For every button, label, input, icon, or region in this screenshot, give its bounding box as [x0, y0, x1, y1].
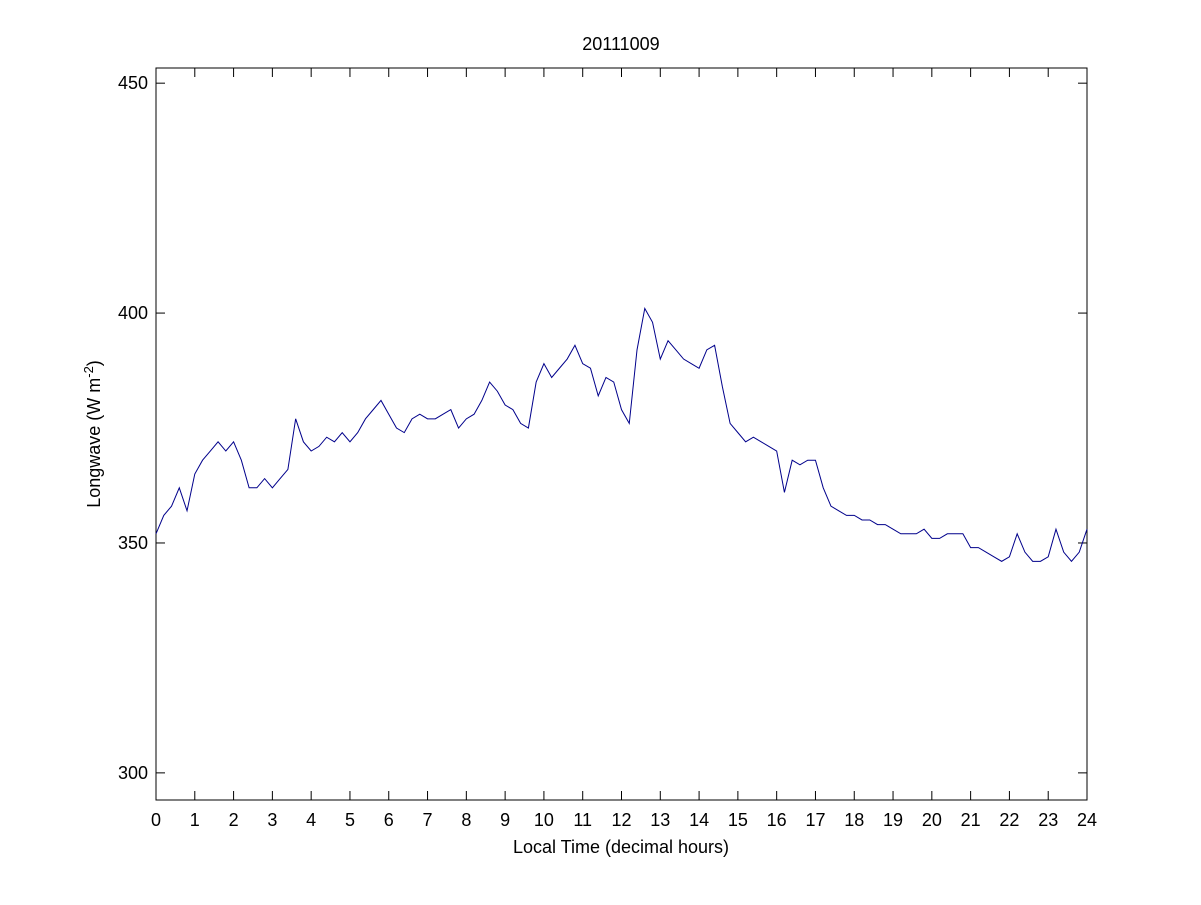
chart-title: 20111009: [582, 34, 659, 54]
x-tick-label: 15: [728, 810, 748, 830]
y-tick-label: 400: [118, 303, 148, 323]
x-tick-label: 0: [151, 810, 161, 830]
x-tick-label: 3: [267, 810, 277, 830]
x-tick-label: 18: [844, 810, 864, 830]
x-tick-label: 20: [922, 810, 942, 830]
x-tick-label: 9: [500, 810, 510, 830]
x-axis-label: Local Time (decimal hours): [513, 837, 729, 857]
x-tick-label: 13: [650, 810, 670, 830]
y-tick-label: 300: [118, 763, 148, 783]
y-axis-label: Longwave (W m-2): [81, 360, 104, 508]
y-axis-label-end: ): [84, 360, 104, 366]
x-tick-label: 16: [767, 810, 787, 830]
x-tick-label: 5: [345, 810, 355, 830]
x-tick-label: 11: [573, 810, 592, 830]
x-tick-label: 21: [961, 810, 981, 830]
x-tick-label: 6: [384, 810, 394, 830]
x-tick-label: 22: [999, 810, 1019, 830]
x-tick-label: 10: [534, 810, 554, 830]
x-tick-label: 7: [423, 810, 433, 830]
x-tick-label: 17: [805, 810, 825, 830]
x-tick-label: 23: [1038, 810, 1058, 830]
x-tick-label: 14: [689, 810, 709, 830]
y-axis-label-text: Longwave (W m: [84, 378, 104, 508]
y-tick-label: 350: [118, 533, 148, 553]
x-tick-label: 4: [306, 810, 316, 830]
y-axis-label-sup: -2: [81, 366, 96, 378]
x-tick-label: 2: [229, 810, 239, 830]
x-tick-label: 19: [883, 810, 903, 830]
x-tick-label: 8: [461, 810, 471, 830]
x-tick-label: 1: [190, 810, 200, 830]
data-line: [155, 307, 1088, 563]
axes-box: [155, 67, 1088, 801]
y-tick-label: 450: [118, 73, 148, 93]
x-tick-label: 12: [611, 810, 631, 830]
x-tick-label: 24: [1077, 810, 1097, 830]
